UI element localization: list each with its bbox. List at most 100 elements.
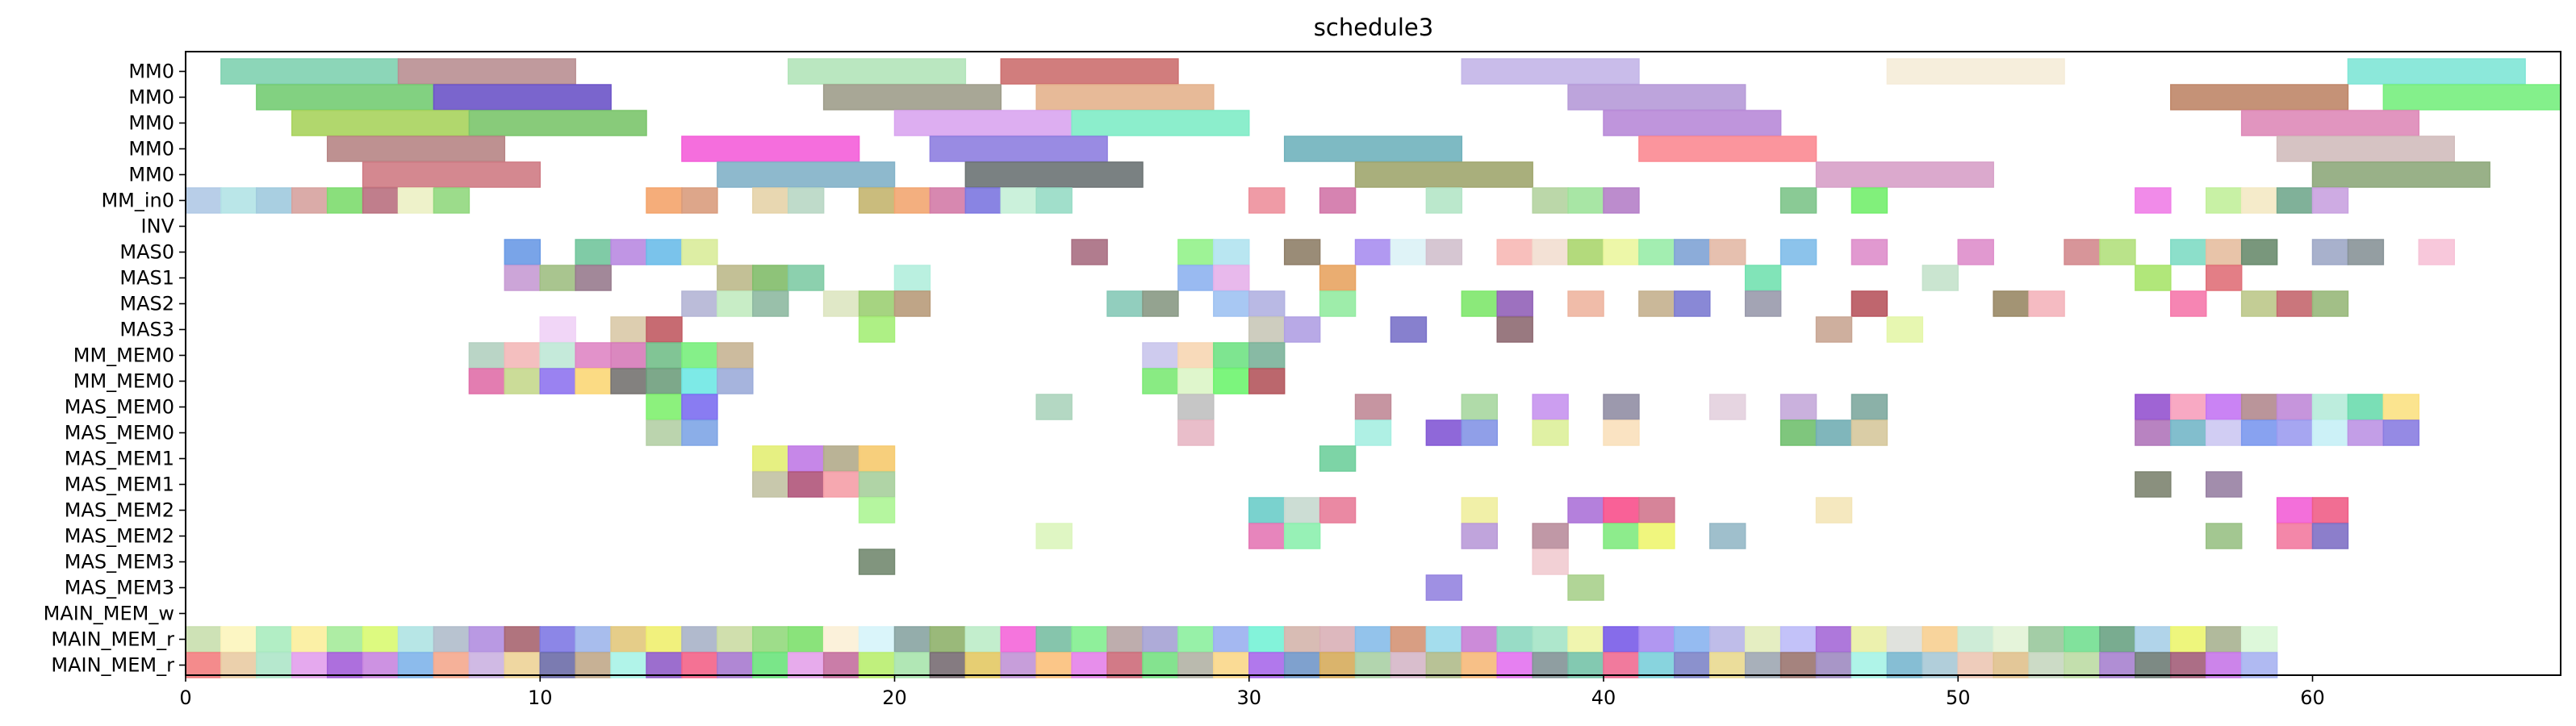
gantt-bar: [2135, 419, 2172, 446]
gantt-bar: [2135, 471, 2172, 498]
y-tick-label: MM0: [128, 86, 174, 109]
gantt-bar: [1142, 368, 1179, 394]
gantt-bar: [575, 342, 612, 369]
gantt-bar: [2311, 290, 2349, 317]
gantt-bar: [893, 187, 931, 214]
gantt-bar: [681, 136, 860, 162]
gantt-bar: [185, 626, 222, 653]
gantt-bar: [1850, 290, 1888, 317]
gantt-bar: [2311, 187, 2349, 214]
gantt-bar: [1000, 187, 1037, 214]
gantt-bar: [433, 84, 612, 111]
gantt-bar: [1248, 368, 1286, 394]
gantt-bar: [646, 652, 683, 678]
gantt-bar: [1886, 626, 1924, 653]
gantt-bar: [822, 84, 1002, 111]
gantt-bar: [2240, 290, 2278, 317]
y-tick-label: MM0: [128, 164, 174, 186]
gantt-bar: [1213, 652, 1250, 678]
gantt-bar: [468, 626, 506, 653]
gantt-bar: [1567, 626, 1604, 653]
gantt-bar: [646, 316, 683, 343]
gantt-bar: [397, 626, 435, 653]
gantt-bar: [1106, 290, 1144, 317]
gantt-bar: [1283, 497, 1321, 524]
gantt-bar: [646, 239, 683, 265]
gantt-bar: [291, 652, 328, 678]
gantt-bar: [681, 394, 718, 420]
gantt-bar: [1850, 652, 1888, 678]
gantt-bar: [1177, 626, 1215, 653]
gantt-bar: [539, 652, 576, 678]
gantt-bar: [1283, 239, 1321, 265]
gantt-bar: [1532, 419, 1569, 446]
gantt-bar: [1354, 394, 1392, 420]
gantt-bar: [1425, 239, 1463, 265]
y-tick-label: MAS_MEM0: [65, 396, 174, 419]
gantt-bar: [1461, 58, 1640, 85]
gantt-bar: [1850, 187, 1888, 214]
gantt-bar: [752, 265, 789, 291]
gantt-bar: [1567, 290, 1604, 317]
gantt-bar: [2240, 239, 2278, 265]
gantt-bar: [256, 187, 293, 214]
gantt-bar: [2311, 523, 2349, 549]
gantt-bar: [539, 316, 576, 343]
gantt-bar: [1709, 523, 1746, 549]
gantt-bar: [1461, 652, 1498, 678]
gantt-bar: [1709, 394, 1746, 420]
gantt-bar: [397, 652, 435, 678]
y-tick-label: INV: [141, 215, 175, 238]
gantt-bar: [1922, 652, 1959, 678]
gantt-bar: [1283, 523, 1321, 549]
gantt-bar: [1532, 652, 1569, 678]
gantt-bar: [964, 652, 1002, 678]
gantt-bar: [1850, 626, 1888, 653]
gantt-bar: [1674, 290, 1711, 317]
gantt-bar: [1922, 626, 1959, 653]
gantt-bar: [2205, 239, 2243, 265]
gantt-bar: [1496, 290, 1533, 317]
gantt-bar: [858, 549, 896, 575]
gantt-bar: [681, 626, 718, 653]
gantt-bar: [893, 290, 931, 317]
gantt-bar: [681, 342, 718, 369]
gantt-bar: [752, 445, 789, 472]
gantt-bar: [2028, 290, 2065, 317]
gantt-bar: [752, 290, 789, 317]
gantt-bar: [1815, 316, 1853, 343]
gantt-bar: [397, 58, 576, 85]
gantt-bar: [893, 265, 931, 291]
gantt-bar: [220, 58, 399, 85]
x-tick-label: 40: [1591, 686, 1616, 709]
gantt-bar: [1177, 342, 1215, 369]
gantt-bar: [1461, 523, 1498, 549]
gantt-bar: [858, 445, 896, 472]
gantt-bar: [964, 187, 1002, 214]
gantt-bar: [1390, 239, 1428, 265]
y-tick-label: MAS2: [119, 293, 174, 315]
gantt-bar: [468, 368, 506, 394]
gantt-bar: [1319, 445, 1357, 472]
gantt-bar: [1319, 652, 1357, 678]
gantt-bar: [2135, 394, 2172, 420]
gantt-bar: [858, 497, 896, 524]
gantt-bar: [646, 419, 683, 446]
gantt-bar: [185, 187, 222, 214]
gantt-bar: [610, 239, 647, 265]
gantt-bar: [2276, 497, 2314, 524]
gantt-bar: [2099, 652, 2136, 678]
gantt-bar: [1354, 239, 1392, 265]
gantt-bar: [2240, 394, 2278, 420]
gantt-bar: [1177, 394, 1215, 420]
gantt-bar: [1532, 394, 1569, 420]
gantt-bar: [1142, 652, 1179, 678]
gantt-bar: [1461, 419, 1498, 446]
gantt-bar: [2276, 523, 2314, 549]
gantt-bar: [2099, 239, 2136, 265]
gantt-bar: [1709, 239, 1746, 265]
gantt-bar: [1744, 265, 1782, 291]
x-tick-label: 50: [1946, 686, 1971, 709]
gantt-bar: [1177, 419, 1215, 446]
gantt-bar: [1603, 110, 1782, 136]
